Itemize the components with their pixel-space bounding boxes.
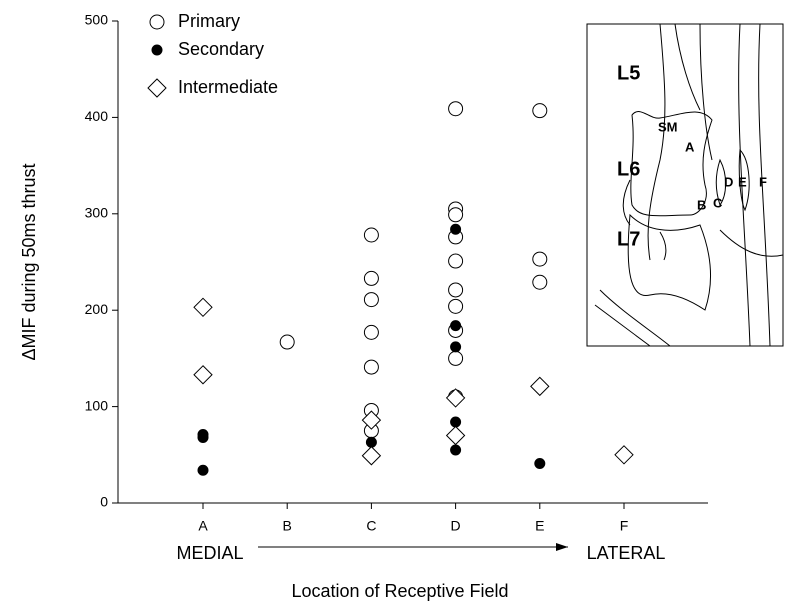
legend-label: Intermediate — [178, 77, 278, 97]
inset-label: D — [724, 174, 733, 189]
inset-label: C — [713, 195, 723, 210]
point — [361, 446, 382, 466]
legend-marker — [151, 44, 163, 56]
point — [193, 365, 213, 385]
point — [450, 416, 462, 428]
point — [450, 444, 462, 456]
point — [614, 445, 634, 465]
point — [450, 320, 462, 332]
y-tick-label: 400 — [85, 108, 109, 124]
x-tick-label: A — [198, 518, 208, 534]
point — [448, 101, 464, 117]
point — [363, 227, 379, 243]
point — [448, 253, 464, 269]
x-tick-label: F — [620, 518, 629, 534]
point — [363, 270, 379, 286]
inset-label: L5 — [617, 62, 640, 84]
inset-label: B — [697, 197, 706, 212]
point — [363, 359, 379, 375]
legend-marker — [147, 78, 167, 98]
inset-label: A — [685, 139, 695, 154]
legend-label: Primary — [178, 11, 240, 31]
x-tick-label: C — [366, 518, 376, 534]
point — [534, 457, 546, 469]
point — [448, 350, 464, 366]
inset-label: L7 — [617, 228, 640, 250]
point — [365, 436, 377, 448]
point — [448, 207, 464, 223]
inset-label: E — [738, 174, 747, 189]
point — [450, 341, 462, 353]
inset-label: SM — [658, 119, 678, 134]
y-tick-label: 100 — [85, 397, 109, 413]
inset — [586, 23, 784, 347]
annotation: LATERAL — [587, 543, 666, 563]
inset-label: L6 — [617, 158, 640, 180]
legend-label: Secondary — [178, 39, 264, 59]
legend-marker — [149, 14, 165, 30]
point — [193, 297, 213, 318]
point — [530, 376, 550, 397]
point — [445, 388, 466, 408]
point — [448, 298, 464, 314]
point — [450, 223, 462, 235]
point — [197, 464, 209, 476]
y-tick-label: 500 — [85, 12, 109, 28]
x-tick-label: E — [535, 518, 544, 534]
point — [363, 324, 379, 340]
y-tick-label: 0 — [100, 494, 108, 510]
inset-label: F — [759, 174, 767, 189]
point — [363, 292, 379, 308]
y-tick-label: 300 — [85, 205, 109, 221]
y-tick-label: 200 — [85, 301, 109, 317]
x-tick-label: D — [451, 518, 461, 534]
point — [197, 431, 209, 443]
x-axis-label: Location of Receptive Field — [291, 581, 508, 601]
point — [532, 251, 548, 267]
y-axis-label: ΔMIF during 50ms thrust — [19, 163, 39, 360]
point — [361, 410, 382, 430]
x-tick-label: B — [283, 518, 292, 534]
point — [279, 334, 295, 350]
point — [532, 103, 548, 119]
point — [532, 274, 548, 290]
annotation: MEDIAL — [176, 543, 243, 563]
point — [448, 282, 464, 298]
point — [445, 425, 466, 446]
